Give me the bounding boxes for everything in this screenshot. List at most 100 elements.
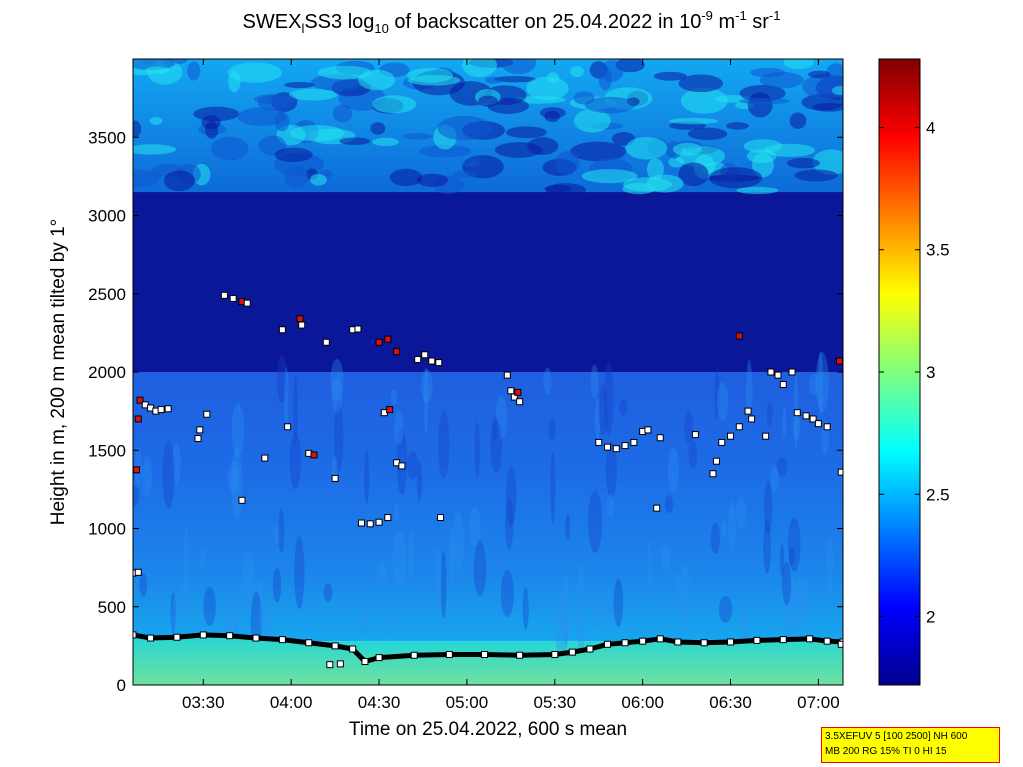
texture-patch: [605, 442, 617, 498]
colorbar-tick-label: 3.5: [926, 241, 950, 260]
texture-patch: [495, 395, 508, 439]
x-axis-label: Time on 25.04.2022, 600 s mean: [349, 719, 627, 740]
texture-patch: [505, 126, 547, 139]
cloud-base-point: [621, 442, 629, 450]
cloud-base-point: [229, 294, 237, 302]
texture-patch: [603, 360, 614, 436]
cloud-base-point: [604, 443, 612, 451]
texture-patch: [289, 431, 302, 490]
ground-layer-point: [361, 658, 369, 666]
texture-patch: [372, 137, 399, 147]
texture-patch: [276, 355, 288, 403]
heatmap-field: [133, 59, 843, 685]
cloud-base-point: [656, 434, 664, 442]
info-line-2: MB 200 RG 15% TI 0 HI 15: [825, 746, 947, 757]
texture-patch: [227, 460, 240, 495]
texture-patch: [170, 592, 176, 634]
texture-patch: [667, 446, 679, 494]
y-axis-label: Height in m, 200 m mean tilted by 1°: [48, 219, 69, 525]
texture-patch: [584, 96, 636, 114]
texture-patch: [678, 162, 709, 187]
cloud-base-point: [653, 504, 661, 512]
texture-patch: [782, 407, 787, 438]
texture-patch: [714, 369, 720, 419]
texture-patch: [569, 66, 584, 78]
texture-patch: [421, 369, 433, 403]
texture-patch: [419, 145, 472, 158]
x-tick-label: 07:00: [797, 693, 840, 712]
cloud-base-point: [203, 410, 211, 418]
ground-layer-point: [349, 645, 357, 653]
texture-patch: [727, 501, 736, 551]
chart-title: SWEXlSS3 log10 of backscatter on 25.04.2…: [242, 8, 781, 36]
cloud-base-point: [503, 371, 511, 379]
texture-patch: [708, 167, 763, 189]
cloud-base-point: [384, 514, 392, 522]
texture-patch: [493, 76, 537, 83]
ground-layer-point: [621, 639, 629, 647]
cloud-base-point: [748, 415, 756, 423]
texture-patch: [684, 410, 694, 444]
texture-patch: [808, 70, 831, 79]
texture-patch: [763, 520, 771, 574]
texture-patch: [590, 364, 599, 399]
texture-patch: [333, 403, 344, 473]
texture-patch: [139, 573, 148, 597]
ground-layer-point: [226, 632, 234, 640]
texture-patch: [323, 583, 333, 603]
texture-patch: [438, 409, 450, 479]
texture-patch: [505, 498, 514, 549]
texture-patch: [783, 59, 814, 70]
texture-patch: [288, 88, 338, 101]
texture-patch: [227, 62, 282, 83]
cloud-base-point: [437, 514, 445, 522]
cloud-base-point: [510, 393, 518, 401]
texture-patch: [448, 526, 455, 584]
texture-patch: [826, 535, 834, 598]
cloud-base-points: [133, 291, 843, 669]
texture-patch: [364, 450, 370, 505]
texture-patch: [203, 587, 216, 626]
texture-patch: [339, 137, 371, 145]
ground-layer-point: [410, 651, 418, 659]
texture-patch: [818, 350, 823, 416]
cloud-base-point: [384, 335, 392, 343]
texture-patch: [416, 460, 423, 502]
texture-patch: [735, 497, 747, 529]
cloud-base-point: [414, 355, 422, 363]
texture-patch: [783, 574, 797, 646]
colorbar-ticks: 2 2.5 3 3.5 4: [879, 118, 950, 627]
texture-patch: [740, 601, 750, 642]
texture-patch: [578, 560, 584, 628]
texture-patch: [726, 122, 749, 130]
texture-patch: [664, 495, 674, 514]
cloud-base-point: [644, 426, 652, 434]
texture-patch: [687, 127, 728, 141]
texture-patch: [462, 160, 475, 168]
texture-patch: [273, 526, 283, 544]
cloud-base-point: [718, 438, 726, 446]
cloud-base-point: [837, 640, 843, 648]
y-tick-label: 3500: [88, 128, 126, 147]
ground-layer-point: [305, 639, 313, 647]
texture-patch: [618, 399, 628, 416]
ground-layer-point: [199, 631, 207, 639]
texture-patch: [484, 76, 503, 84]
cloud-base-point: [326, 661, 334, 669]
texture-patch: [492, 416, 499, 440]
texture-patch: [330, 358, 344, 401]
texture-patch: [452, 510, 465, 573]
texture-patch: [390, 388, 398, 406]
cloud-base-point: [375, 518, 383, 526]
cloud-base-point: [712, 457, 720, 465]
texture-patch: [163, 170, 195, 192]
cloud-base-point: [261, 454, 269, 462]
cloud-base-point: [435, 359, 443, 367]
y-tick-label: 2000: [88, 363, 126, 382]
texture-patch: [759, 71, 804, 89]
cloud-base-point: [375, 338, 383, 346]
texture-patch: [764, 143, 816, 157]
texture-patch: [394, 502, 400, 521]
texture-patch: [284, 165, 309, 189]
ground-layer-point: [779, 636, 787, 644]
